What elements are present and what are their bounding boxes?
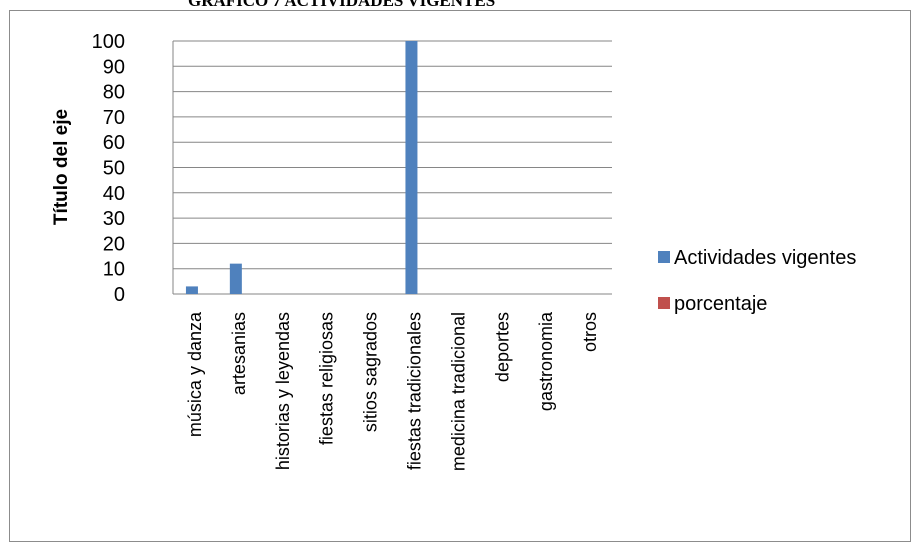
legend-label: Actividades vigentes: [674, 247, 856, 269]
bar: [229, 263, 242, 294]
x-tick-label: artesanias: [229, 312, 249, 395]
x-tick-label: fiestas religiosas: [317, 312, 337, 445]
x-tick-label: fiestas tradicionales: [404, 312, 424, 470]
x-tick-label: gastronomia: [536, 311, 556, 411]
x-axis-ticks: música y danza artesanias historias y leye…: [185, 311, 600, 471]
chart-frame: [9, 10, 911, 542]
x-tick-label: otros: [580, 312, 600, 352]
y-tick-label: 0: [114, 284, 125, 306]
gridlines: [172, 40, 612, 295]
bars: [185, 41, 418, 294]
legend-label: porcentaje: [674, 293, 767, 315]
legend-swatch: [658, 251, 670, 263]
y-axis-ticks: 0 10 20 30 40 50 60 70 80 90 100: [92, 31, 125, 306]
y-tick-label: 70: [103, 107, 125, 129]
y-tick-label: 20: [103, 233, 125, 255]
legend-swatch: [658, 297, 670, 309]
x-tick-label: historias y leyendas: [273, 312, 293, 470]
y-tick-label: 100: [92, 31, 125, 53]
y-tick-label: 30: [103, 208, 125, 230]
y-tick-label: 40: [103, 183, 125, 205]
x-tick-label: sitios sagrados: [361, 312, 381, 432]
y-tick-label: 10: [103, 259, 125, 281]
y-tick-label: 50: [103, 158, 125, 180]
y-tick-label: 60: [103, 132, 125, 154]
x-tick-label: música y danza: [185, 311, 205, 437]
chart-heading: GRAFICO 7 ACTIVIDADES VIGENTES: [188, 0, 496, 10]
y-axis-title: Título del eje: [51, 109, 72, 225]
x-tick-label: deportes: [492, 312, 512, 382]
y-tick-label: 80: [103, 82, 125, 104]
legend: Actividades vigentes porcentaje: [658, 247, 856, 315]
x-tick-label: medicina tradicional: [448, 312, 468, 471]
bar: [185, 286, 198, 294]
y-tick-label: 90: [103, 56, 125, 78]
bar: [405, 41, 418, 294]
